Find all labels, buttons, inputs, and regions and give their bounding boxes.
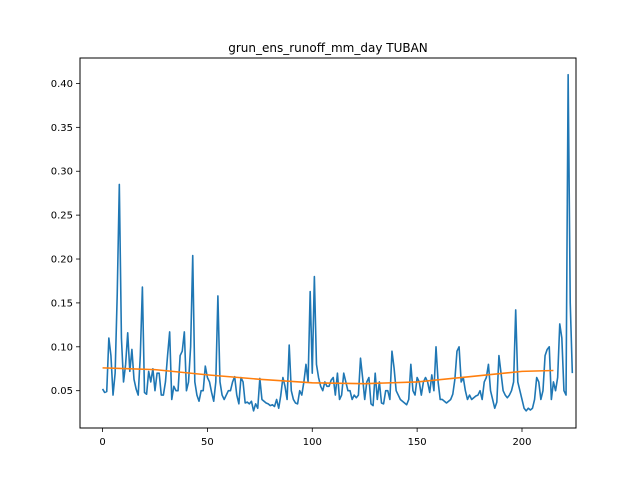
axes-layer: 0 50 100 150 200 0.05 0.10 0.15 0.20 0.25 0.30 0.35… [51,79,532,448]
y-tick-label: 0.05 [51,386,73,397]
y-tick-label: 0.20 [51,255,73,266]
chart-title: grun_ens_runoff_mm_day TUBAN [228,41,428,55]
series-line-0 [101,73,574,412]
x-tick-label: 100 [303,437,322,448]
plot-area-frame [79,57,577,429]
series-layer [101,73,574,412]
y-tick-label: 0.25 [51,211,73,222]
x-tick-label: 50 [201,437,214,448]
series-line-1 [102,367,554,385]
x-tick-label: 150 [408,437,427,448]
x-tick-label: 200 [512,437,531,448]
y-tick-label: 0.35 [51,123,73,134]
x-tick-label: 0 [99,437,105,448]
y-tick-label: 0.40 [51,79,73,90]
y-tick-label: 0.30 [51,167,73,178]
y-tick-label: 0.10 [51,342,73,353]
y-tick-label: 0.15 [51,298,73,309]
